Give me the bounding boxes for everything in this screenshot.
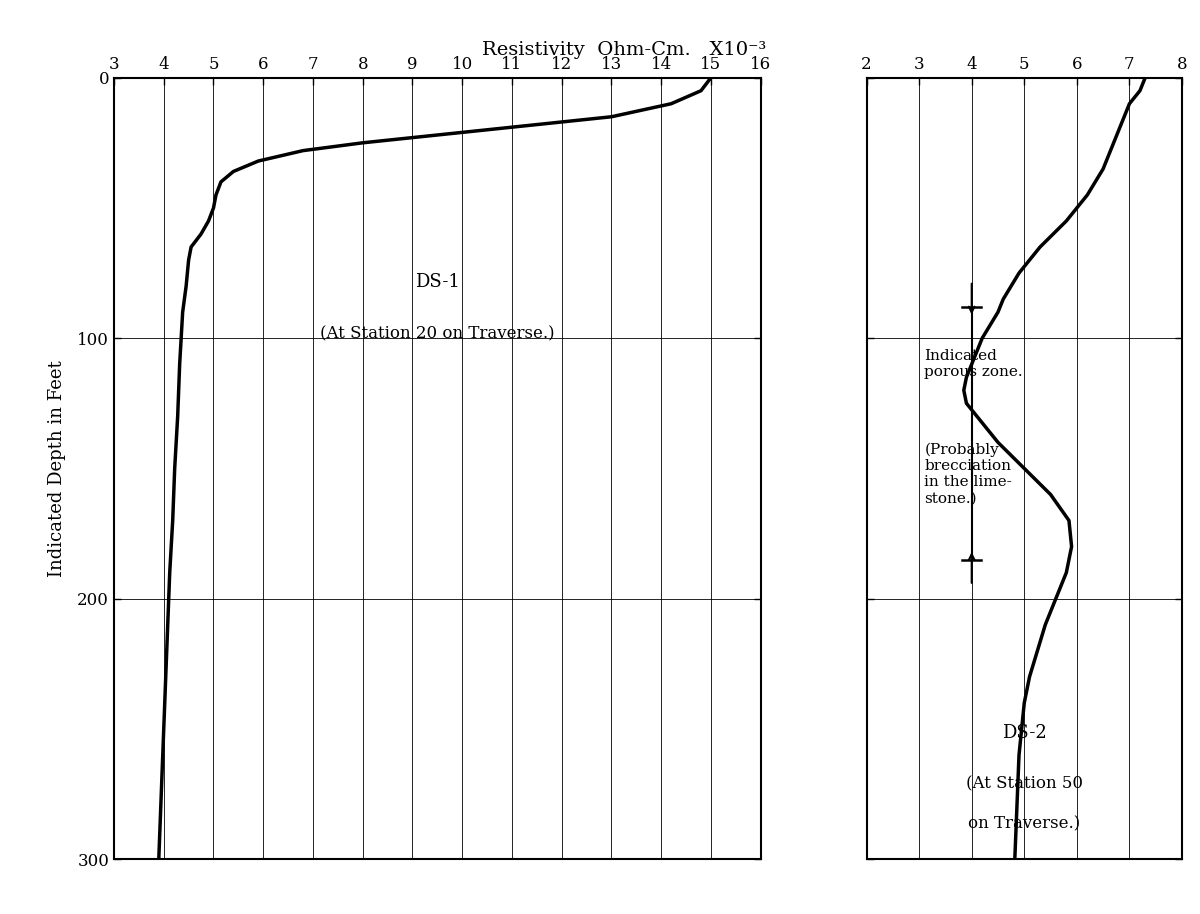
Text: (Probably
brecciation
in the lime-
stone.): (Probably brecciation in the lime- stone… xyxy=(924,442,1012,505)
Text: on Traverse.): on Traverse.) xyxy=(968,815,1080,832)
Text: (At Station 50: (At Station 50 xyxy=(966,776,1082,792)
Text: Resistivity  Ohm-Cm.   X10⁻³: Resistivity Ohm-Cm. X10⁻³ xyxy=(482,41,766,59)
Text: DS-1: DS-1 xyxy=(415,273,460,291)
Text: Indicated
porous zone.: Indicated porous zone. xyxy=(924,348,1022,378)
Text: (At Station 20 on Traverse.): (At Station 20 on Traverse.) xyxy=(320,325,554,342)
Text: DS-2: DS-2 xyxy=(1002,724,1046,741)
Y-axis label: Indicated Depth in Feet: Indicated Depth in Feet xyxy=(48,360,66,577)
